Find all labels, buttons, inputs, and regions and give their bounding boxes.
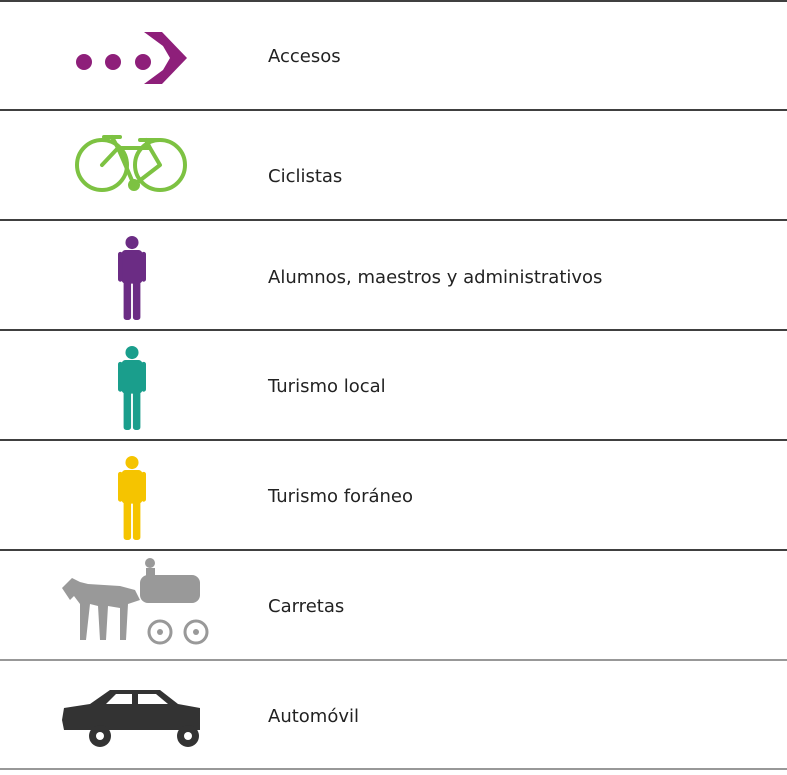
car-icon xyxy=(62,690,200,747)
row-label: Automóvil xyxy=(268,706,359,727)
row-label: Turismo foráneo xyxy=(267,486,413,507)
row-label: Ciclistas xyxy=(268,166,342,187)
person-icon xyxy=(118,346,146,430)
row-label: Turismo local xyxy=(267,376,386,397)
person-icon xyxy=(118,236,146,320)
carriage-icon xyxy=(62,558,209,645)
row-label: Accesos xyxy=(268,46,341,67)
person-icon xyxy=(118,456,146,540)
row-label: Carretas xyxy=(268,596,344,617)
bicycle-icon xyxy=(75,135,187,192)
row-label: Alumnos, maestros y administrativos xyxy=(268,267,602,288)
access-icon xyxy=(76,32,187,84)
